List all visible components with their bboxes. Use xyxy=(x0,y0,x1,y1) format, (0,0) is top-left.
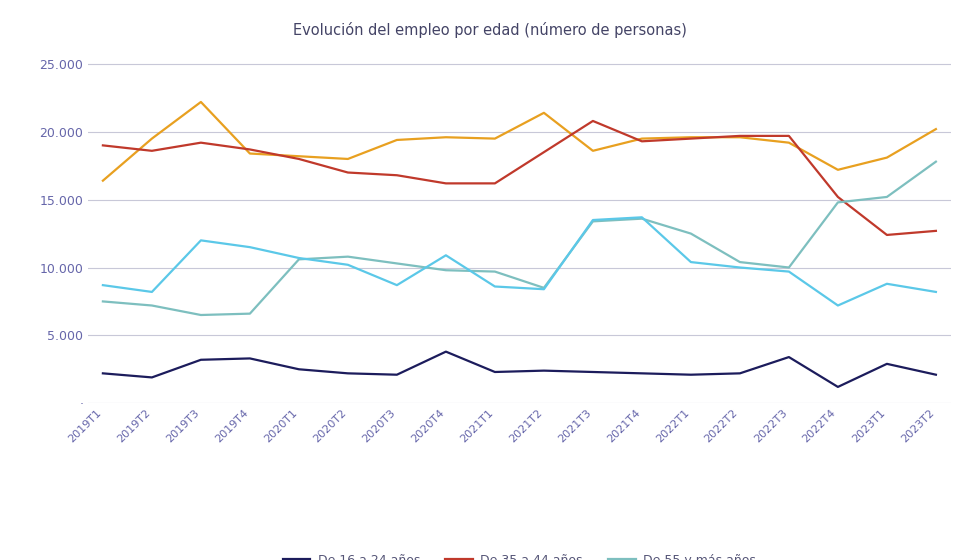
De 35 a 44 años xyxy=(489,180,501,186)
De 55 y más años xyxy=(440,267,452,274)
Line: De 16 a 24 años: De 16 a 24 años xyxy=(103,352,936,387)
De 35 a 44 años xyxy=(636,138,648,144)
De 16 a 24 años xyxy=(195,356,207,363)
De 35 a 44 años xyxy=(587,118,599,124)
De 25 a 34 años xyxy=(293,255,305,262)
De 16 a 24 años xyxy=(734,370,746,377)
De 35 a 44 años xyxy=(440,180,452,186)
De 35 a 44 años xyxy=(195,139,207,146)
De 25 a 34 años xyxy=(146,288,158,295)
De 25 a 34 años xyxy=(734,264,746,271)
De 55 y más años xyxy=(685,230,697,237)
De 25 a 34 años xyxy=(783,268,795,275)
De 35 a 44 años xyxy=(881,232,893,239)
De 16 a 24 años xyxy=(538,367,550,374)
De 16 a 24 años xyxy=(391,371,403,378)
Line: De 55 y más años: De 55 y más años xyxy=(103,162,936,315)
De 55 y más años xyxy=(783,264,795,271)
De 16 a 24 años xyxy=(293,366,305,372)
De 45 a 54 años xyxy=(783,139,795,146)
De 45 a 54 años xyxy=(342,156,354,162)
De 25 a 34 años xyxy=(489,283,501,290)
De 16 a 24 años xyxy=(832,384,844,390)
De 16 a 24 años xyxy=(587,368,599,375)
De 45 a 54 años xyxy=(489,135,501,142)
De 45 a 54 años xyxy=(146,135,158,142)
De 45 a 54 años xyxy=(734,134,746,141)
De 35 a 44 años xyxy=(293,156,305,162)
Line: De 25 a 34 años: De 25 a 34 años xyxy=(103,217,936,306)
De 55 y más años xyxy=(146,302,158,309)
De 25 a 34 años xyxy=(832,302,844,309)
De 16 a 24 años xyxy=(881,361,893,367)
De 16 a 24 años xyxy=(636,370,648,377)
De 35 a 44 años xyxy=(244,146,256,153)
De 45 a 54 años xyxy=(97,178,109,184)
De 25 a 34 años xyxy=(195,237,207,244)
De 25 a 34 años xyxy=(636,214,648,221)
De 25 a 34 años xyxy=(244,244,256,250)
De 25 a 34 años xyxy=(391,282,403,288)
De 55 y más años xyxy=(636,215,648,222)
Text: Evolución del empleo por edad (número de personas): Evolución del empleo por edad (número de… xyxy=(293,22,687,39)
De 45 a 54 años xyxy=(881,154,893,161)
De 35 a 44 años xyxy=(146,147,158,154)
De 45 a 54 años xyxy=(685,134,697,141)
De 55 y más años xyxy=(391,260,403,267)
De 45 a 54 años xyxy=(244,150,256,157)
De 45 a 54 años xyxy=(587,147,599,154)
De 16 a 24 años xyxy=(685,371,697,378)
De 55 y más años xyxy=(734,259,746,265)
De 25 a 34 años xyxy=(440,252,452,259)
De 55 y más años xyxy=(293,256,305,263)
De 35 a 44 años xyxy=(685,135,697,142)
De 16 a 24 años xyxy=(146,374,158,381)
De 35 a 44 años xyxy=(783,133,795,139)
De 55 y más años xyxy=(195,311,207,318)
De 25 a 34 años xyxy=(538,286,550,292)
De 55 y más años xyxy=(342,253,354,260)
De 55 y más años xyxy=(587,218,599,225)
De 35 a 44 años xyxy=(832,194,844,200)
De 16 a 24 años xyxy=(97,370,109,377)
De 35 a 44 años xyxy=(734,133,746,139)
Legend: De 16 a 24 años, De 25 a 34 años, De 35 a 44 años, De 45 a 54 años, De 55 y más : De 16 a 24 años, De 25 a 34 años, De 35 … xyxy=(278,549,760,560)
De 55 y más años xyxy=(97,298,109,305)
De 45 a 54 años xyxy=(195,99,207,105)
De 35 a 44 años xyxy=(342,169,354,176)
De 25 a 34 años xyxy=(97,282,109,288)
Line: De 35 a 44 años: De 35 a 44 años xyxy=(103,121,936,235)
De 45 a 54 años xyxy=(930,126,942,133)
De 45 a 54 años xyxy=(538,109,550,116)
De 16 a 24 años xyxy=(489,368,501,375)
De 55 y más años xyxy=(930,158,942,165)
De 55 y más años xyxy=(538,284,550,291)
De 55 y más años xyxy=(832,199,844,206)
De 16 a 24 años xyxy=(930,371,942,378)
De 25 a 34 años xyxy=(587,217,599,223)
De 35 a 44 años xyxy=(538,149,550,156)
De 55 y más años xyxy=(881,194,893,200)
De 55 y más años xyxy=(244,310,256,317)
De 45 a 54 años xyxy=(391,137,403,143)
De 16 a 24 años xyxy=(440,348,452,355)
De 55 y más años xyxy=(489,268,501,275)
De 35 a 44 años xyxy=(391,172,403,179)
De 25 a 34 años xyxy=(881,281,893,287)
De 25 a 34 años xyxy=(342,262,354,268)
De 16 a 24 años xyxy=(244,355,256,362)
De 35 a 44 años xyxy=(97,142,109,149)
Line: De 45 a 54 años: De 45 a 54 años xyxy=(103,102,936,181)
De 35 a 44 años xyxy=(930,227,942,234)
De 16 a 24 años xyxy=(783,354,795,361)
De 45 a 54 años xyxy=(293,153,305,160)
De 45 a 54 años xyxy=(440,134,452,141)
De 25 a 34 años xyxy=(930,288,942,295)
De 45 a 54 años xyxy=(636,135,648,142)
De 45 a 54 años xyxy=(832,166,844,173)
De 16 a 24 años xyxy=(342,370,354,377)
De 25 a 34 años xyxy=(685,259,697,265)
